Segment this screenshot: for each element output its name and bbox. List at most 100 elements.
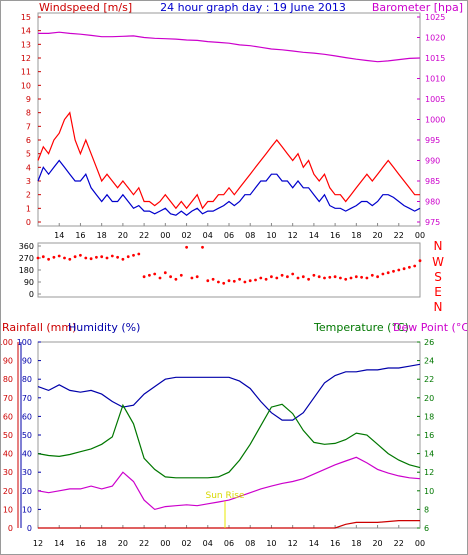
humidity-tick-label: 60 bbox=[22, 412, 32, 421]
direction-point bbox=[286, 275, 289, 279]
top-plot-area bbox=[37, 12, 421, 227]
wind-tick-label: 15 bbox=[21, 13, 31, 22]
direction-point bbox=[211, 277, 215, 281]
temp-tick-label: 22 bbox=[424, 375, 434, 384]
direction-point bbox=[360, 275, 363, 279]
direction-point bbox=[222, 281, 226, 285]
humidity-tick-label: 70 bbox=[22, 394, 32, 403]
direction-point bbox=[158, 276, 162, 280]
direction-point bbox=[73, 255, 77, 259]
direction-point bbox=[323, 276, 326, 280]
direction-point bbox=[376, 275, 379, 279]
rain-tick-label: 100 bbox=[1, 338, 13, 347]
temp-tick-label: 16 bbox=[424, 431, 434, 440]
direction-point bbox=[370, 273, 374, 277]
direction-point bbox=[264, 277, 268, 281]
direction-point bbox=[110, 254, 114, 258]
rain-tick-label: 70 bbox=[3, 394, 13, 403]
top-x-tick-label: 06 bbox=[224, 231, 234, 240]
bottom-x-tick-label: 00 bbox=[160, 539, 170, 548]
bottom-panel: Rainfall (mm) Humidity (%) Temperature (… bbox=[1, 321, 467, 548]
top-x-tick-label: 20 bbox=[118, 231, 128, 240]
direction-point bbox=[248, 279, 252, 283]
humidity-tick-label: 50 bbox=[22, 431, 32, 440]
direction-point bbox=[206, 279, 210, 283]
direction-point bbox=[132, 253, 135, 257]
direction-point bbox=[52, 255, 56, 259]
direction-point bbox=[328, 275, 332, 279]
bottom-x-tick-label: 16 bbox=[330, 539, 340, 548]
top-x-tick-label: 00 bbox=[160, 231, 170, 240]
temp-tick-label: 14 bbox=[424, 450, 434, 459]
temp-tick-label: 6 bbox=[424, 524, 429, 533]
temp-tick-label: 18 bbox=[424, 412, 434, 421]
bottom-x-tick-label: 16 bbox=[75, 539, 85, 548]
top-x-tick-label: 08 bbox=[245, 231, 255, 240]
baro-tick-label: 995 bbox=[425, 136, 440, 145]
windspeed-title: Windspeed [m/s] bbox=[39, 1, 132, 14]
direction-point bbox=[301, 275, 305, 279]
temp-tick-label: 20 bbox=[424, 394, 434, 403]
temp-tick-label: 8 bbox=[424, 505, 429, 514]
direction-point bbox=[275, 276, 279, 280]
series-windspeed-gust bbox=[37, 111, 420, 210]
top-x-tick-label: 18 bbox=[97, 231, 107, 240]
wind-tick-label: 2 bbox=[26, 191, 31, 200]
direction-point bbox=[100, 255, 104, 259]
bottom-x-tick-label: 22 bbox=[394, 539, 404, 548]
direction-point bbox=[333, 275, 337, 279]
series-dew-point bbox=[37, 456, 421, 511]
direction-point bbox=[243, 280, 247, 284]
direction-point bbox=[163, 271, 167, 275]
series-barometer bbox=[38, 31, 421, 63]
series-humidity bbox=[37, 363, 421, 421]
direction-point bbox=[381, 272, 385, 276]
wind-tick-label: 11 bbox=[21, 68, 31, 77]
top-x-tick-label: 00 bbox=[415, 231, 425, 240]
direction-series bbox=[36, 245, 422, 285]
baro-tick-label: 985 bbox=[425, 177, 440, 186]
baro-tick-label: 1005 bbox=[425, 95, 445, 104]
direction-point bbox=[79, 253, 82, 257]
direction-point bbox=[349, 276, 353, 280]
direction-point bbox=[179, 273, 183, 277]
bottom-x-tick-label: 06 bbox=[224, 539, 234, 548]
wind-tick-label: 1 bbox=[26, 204, 31, 213]
baro-tick-label: 990 bbox=[425, 157, 440, 166]
compass-label-w: W bbox=[432, 255, 444, 269]
bottom-x-tick-label: 02 bbox=[181, 539, 191, 548]
top-x-tick-label: 20 bbox=[372, 231, 382, 240]
baro-tick-label: 975 bbox=[425, 218, 440, 227]
wind-tick-label: 3 bbox=[26, 177, 31, 186]
compass-label-e: E bbox=[434, 285, 442, 299]
baro-tick-label: 1020 bbox=[425, 34, 445, 43]
direction-point bbox=[386, 271, 390, 275]
direction-plot-area bbox=[37, 242, 421, 298]
direction-point bbox=[413, 264, 417, 268]
direction-point bbox=[418, 259, 422, 263]
dewpoint-title: Dew Point (°C) bbox=[393, 321, 467, 334]
rain-tick-label: 40 bbox=[3, 450, 13, 459]
direction-point bbox=[57, 254, 61, 258]
wind-tick-label: 10 bbox=[21, 81, 31, 90]
direction-point bbox=[174, 277, 178, 281]
bottom-x-tick-label: 12 bbox=[288, 539, 298, 548]
direction-point bbox=[291, 272, 295, 276]
humidity-tick-label: 10 bbox=[22, 505, 32, 514]
humidity-tick-label: 40 bbox=[22, 450, 32, 459]
top-series bbox=[37, 31, 421, 216]
series-temperature bbox=[37, 403, 421, 479]
direction-point bbox=[41, 255, 45, 259]
humidity-tick-label: 100 bbox=[17, 338, 32, 347]
wind-tick-label: 12 bbox=[21, 54, 31, 63]
baro-tick-label: 1000 bbox=[425, 116, 445, 125]
rain-tick-label: 0 bbox=[8, 524, 13, 533]
dir-tick-label: 360 bbox=[19, 242, 34, 251]
page-title: 24 hour graph day : 19 June 2013 bbox=[160, 1, 346, 14]
top-x-tick-label: 16 bbox=[75, 231, 85, 240]
bottom-x-tick-label: 22 bbox=[139, 539, 149, 548]
direction-point bbox=[190, 276, 194, 280]
top-x-tick-label: 22 bbox=[139, 231, 149, 240]
direction-point bbox=[217, 280, 220, 284]
direction-point bbox=[121, 257, 125, 261]
